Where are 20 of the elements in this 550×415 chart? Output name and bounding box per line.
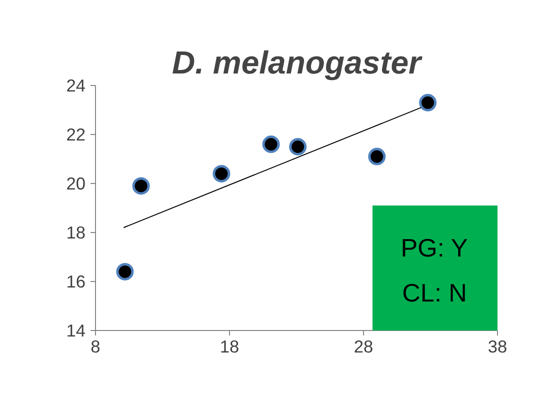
point bbox=[116, 262, 134, 280]
point bbox=[368, 148, 386, 166]
x-tick-label: 18 bbox=[220, 336, 240, 356]
y-tick-label: 14 bbox=[66, 320, 86, 340]
point bbox=[212, 164, 230, 182]
y-tick-label: 24 bbox=[66, 76, 86, 96]
x-tick-label: 38 bbox=[488, 336, 508, 356]
chart-title: D. melanogaster bbox=[172, 44, 423, 80]
y-tick-label: 16 bbox=[66, 272, 86, 292]
x-tick-label: 8 bbox=[90, 336, 100, 356]
point bbox=[132, 177, 150, 195]
point bbox=[262, 136, 280, 154]
y-tick-label: 22 bbox=[66, 124, 86, 144]
annotation: CL: N bbox=[402, 280, 467, 308]
point bbox=[289, 138, 307, 156]
annotation: PG: Y bbox=[400, 234, 468, 262]
point bbox=[419, 94, 437, 112]
y-tick-label: 20 bbox=[66, 174, 86, 194]
x-tick-label: 28 bbox=[354, 336, 374, 356]
y-tick-label: 18 bbox=[66, 222, 86, 242]
